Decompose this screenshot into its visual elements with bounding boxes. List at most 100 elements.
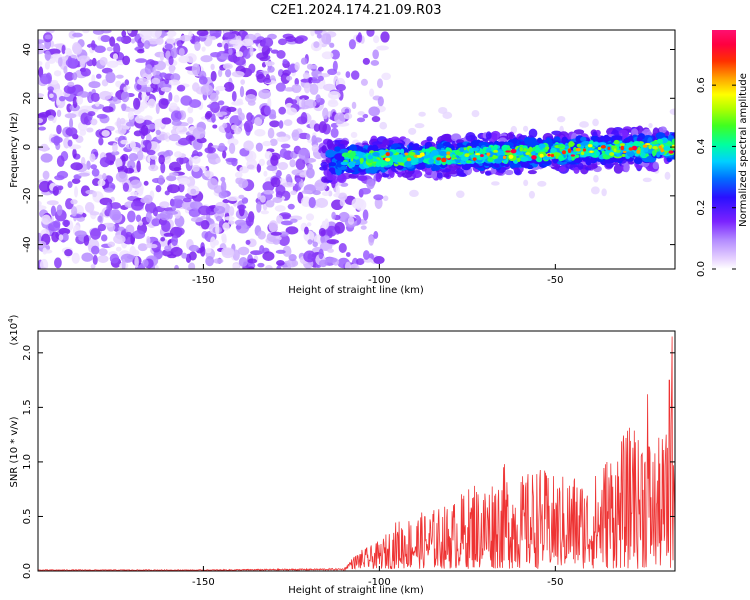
noise-blob [136, 160, 141, 173]
noise-blob [194, 41, 201, 51]
noise-blob [91, 168, 100, 177]
noise-blob [187, 116, 194, 124]
noise-blob [164, 245, 172, 252]
faint-blob [491, 181, 500, 186]
noise-blob [40, 153, 53, 163]
noise-blob [178, 137, 191, 146]
faint-blob [557, 115, 566, 123]
noise-blob [130, 191, 138, 197]
noise-blob [257, 192, 262, 200]
noise-blob [146, 123, 157, 130]
noise-blob [115, 157, 123, 167]
spectrogram-y-tick-label: 40 [22, 43, 33, 56]
spectrogram-y-tick-label: -20 [22, 188, 33, 204]
noise-blob [142, 259, 149, 267]
faint-blob [593, 174, 599, 183]
signal-core-blob [652, 150, 656, 157]
noise-blob [89, 211, 100, 216]
signal-core-blob [465, 160, 472, 164]
noise-blob [335, 83, 346, 92]
noise-blob [169, 102, 178, 110]
faint-blob [418, 111, 426, 117]
noise-blob [192, 127, 206, 140]
noise-blob [345, 252, 351, 257]
noise-blob [206, 103, 219, 109]
signal-hot-blob [561, 150, 566, 155]
noise-blob [362, 209, 369, 221]
noise-blob [150, 155, 158, 160]
noise-blob [65, 57, 79, 68]
faint-blob [590, 186, 600, 195]
signal-core-blob [400, 148, 405, 155]
noise-blob [144, 201, 157, 214]
noise-blob [171, 198, 184, 209]
noise-blob [137, 77, 149, 86]
noise-blob [210, 51, 222, 58]
noise-blob [257, 262, 265, 268]
noise-blob [245, 215, 254, 227]
noise-blob [63, 137, 71, 149]
signal-halo-blob [336, 173, 347, 184]
faint-blob [579, 121, 589, 128]
signal-core-blob [640, 152, 646, 157]
noise-blob [58, 95, 66, 102]
noise-blob [276, 131, 287, 138]
signal-core-blob [341, 152, 350, 158]
noise-blob [247, 266, 255, 269]
signal-hot-blob [472, 157, 477, 161]
faint-blob [592, 118, 599, 127]
signal-hot-blob [404, 152, 409, 156]
signal-hot-blob [445, 154, 451, 159]
signal-hot-blob [652, 145, 658, 150]
spectrogram-x-tick-label: -100 [368, 275, 391, 286]
noise-blob [178, 48, 185, 57]
signal-core-blob [570, 156, 575, 161]
signal-hot-blob [636, 149, 641, 154]
noise-blob [306, 133, 311, 141]
noise-blob [277, 161, 289, 171]
signal-core-blob [379, 158, 385, 165]
noise-blob [166, 36, 176, 45]
noise-blob [64, 48, 72, 56]
spectrogram-panel: -150 -100 -50 -40 -20 0 20 40 Height of straig… [9, 29, 676, 296]
signal-halo-blob [613, 163, 624, 174]
snr-y-label: SNR (10 * v/v) [9, 416, 20, 487]
noise-blob [326, 239, 339, 245]
noise-blob [206, 152, 219, 160]
noise-blob [262, 251, 275, 261]
noise-blob [322, 107, 329, 120]
noise-blob [140, 124, 149, 137]
noise-blob [155, 129, 161, 136]
noise-blob [238, 178, 249, 189]
noise-blob [144, 139, 152, 151]
noise-blob [65, 127, 78, 137]
noise-blob [111, 150, 120, 156]
noise-blob [376, 45, 389, 51]
faint-blob [664, 171, 671, 180]
signal-hot-blob [508, 154, 514, 159]
signal-hot-blob [660, 147, 664, 153]
noise-blob [168, 133, 181, 142]
signal-blue-blob [636, 136, 643, 143]
noise-blob [192, 164, 200, 173]
noise-blob [107, 241, 116, 248]
signal-core-blob [558, 155, 564, 162]
noise-blob [133, 97, 141, 110]
noise-blob [196, 30, 209, 37]
noise-blob [269, 120, 280, 128]
snr-x-ticks: -150 -100 -50 [192, 566, 564, 588]
noise-blob [349, 263, 360, 269]
signal-core-blob [519, 146, 524, 152]
noise-blob [213, 258, 224, 264]
noise-blob [300, 57, 308, 65]
noise-blob [316, 33, 322, 39]
noise-blob [146, 149, 156, 156]
signal-hot-blob [486, 152, 491, 156]
signal-blue-blob [471, 139, 479, 147]
snr-series [38, 336, 675, 571]
faint-blob [537, 180, 547, 187]
noise-blob [38, 205, 47, 211]
faint-blob [523, 125, 529, 132]
signal-hot-blob [510, 148, 517, 154]
